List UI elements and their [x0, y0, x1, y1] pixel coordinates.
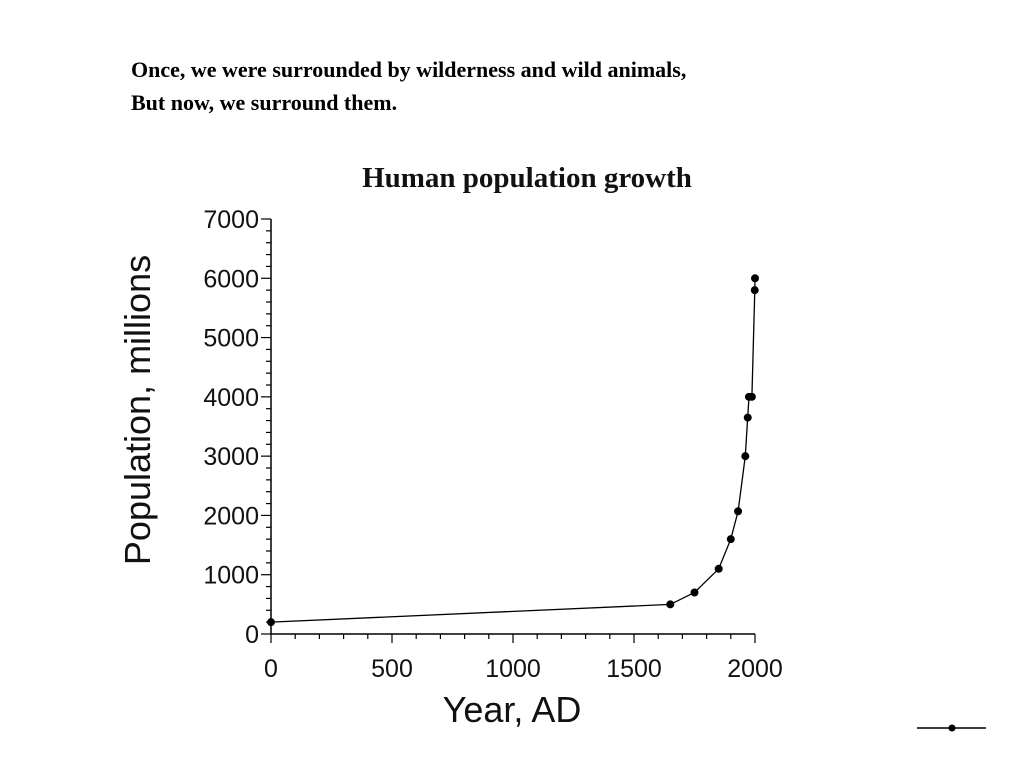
x-axis-ticks: 0 500 1000 1500 2000 [264, 634, 783, 683]
caption-line-1: Once, we were surrounded by wilderness a… [131, 57, 687, 82]
data-point [666, 600, 675, 609]
data-point [741, 452, 750, 461]
x-tick-label: 2000 [727, 655, 783, 683]
data-point [714, 564, 723, 573]
data-point [267, 618, 275, 627]
slide-caption: Once, we were surrounded by wilderness a… [131, 53, 686, 119]
x-tick-label: 500 [371, 655, 413, 683]
data-point [743, 413, 752, 422]
legend [917, 724, 986, 732]
chart-title: Human population growth [362, 162, 692, 194]
x-tick-label: 1500 [606, 655, 662, 683]
data-point [750, 286, 759, 295]
series-points [267, 274, 759, 627]
x-tick-label: 0 [264, 655, 278, 683]
y-tick-label: 7000 [203, 206, 259, 234]
y-tick-label: 4000 [203, 384, 259, 412]
data-point [726, 535, 735, 544]
legend-swatch-marker [948, 724, 956, 732]
y-tick-label: 6000 [203, 265, 259, 293]
y-tick-label: 3000 [203, 443, 259, 471]
y-axis-ticks: 0 1000 2000 3000 4000 5000 6000 7000 [203, 206, 271, 649]
y-axis-label: Population, millions [117, 255, 158, 565]
data-point [747, 392, 756, 401]
y-tick-label: 2000 [203, 502, 259, 530]
y-tick-label: 1000 [203, 562, 259, 590]
x-axis-label: Year, AD [443, 689, 582, 730]
y-tick-label: 0 [245, 621, 259, 649]
data-point [734, 507, 743, 516]
x-tick-label: 1000 [485, 655, 541, 683]
data-point [751, 274, 759, 283]
data-point [690, 588, 699, 597]
y-tick-label: 5000 [203, 325, 259, 353]
series-line [270, 278, 756, 623]
caption-line-2: But now, we surround them. [131, 90, 398, 115]
